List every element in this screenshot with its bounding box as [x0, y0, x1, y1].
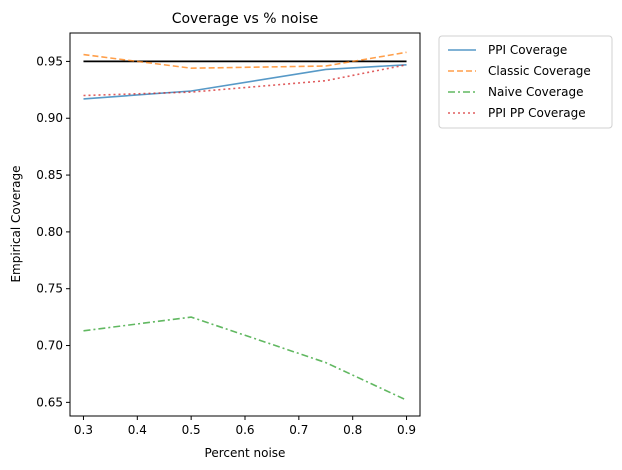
y-tick-label: 0.90: [36, 111, 63, 125]
x-axis-label: Percent noise: [205, 446, 286, 460]
y-tick-label: 0.65: [36, 395, 63, 409]
y-tick-label: 0.95: [36, 54, 63, 68]
legend-label: Naive Coverage: [488, 85, 583, 99]
x-tick-label: 0.5: [182, 423, 201, 437]
legend: PPI Coverage Classic Coverage Naive Covera…: [438, 35, 613, 129]
legend-label: PPI Coverage: [488, 43, 567, 57]
y-tick-label: 0.75: [36, 282, 63, 296]
legend-label: Classic Coverage: [488, 64, 591, 78]
series-line-4: [83, 64, 407, 97]
x-tick-label: 0.7: [289, 423, 308, 437]
x-tick-label: 0.4: [128, 423, 147, 437]
x-tick-label: 0.9: [397, 423, 416, 437]
chart-title: Coverage vs % noise: [172, 11, 319, 27]
series-line-3: [83, 316, 407, 401]
y-axis-label: Empirical Coverage: [9, 165, 23, 282]
plot-frame: [69, 32, 421, 417]
y-tick-label: 0.70: [36, 339, 63, 353]
y-axis: 0.65 0.70 0.75 0.80 0.85 0.90 0.95: [36, 54, 70, 409]
y-tick-label: 0.85: [36, 168, 63, 182]
y-tick-label: 0.80: [36, 225, 63, 239]
x-axis: 0.3 0.4 0.5 0.6 0.7 0.8 0.9: [74, 416, 416, 437]
series-line-1: [83, 64, 407, 100]
plot-lines: [83, 51, 407, 401]
legend-label: PPI PP Coverage: [488, 106, 586, 120]
x-tick-label: 0.3: [74, 423, 93, 437]
x-tick-label: 0.6: [235, 423, 254, 437]
series-line-2: [83, 51, 407, 70]
legend-box: [438, 35, 613, 129]
x-tick-label: 0.8: [343, 423, 362, 437]
